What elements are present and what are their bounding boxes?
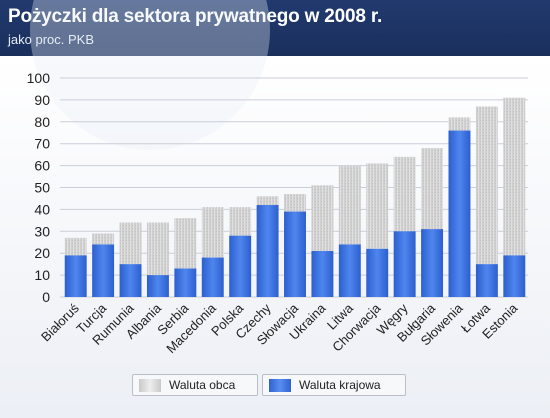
bar-foreign	[284, 194, 306, 212]
bar-foreign	[503, 97, 526, 256]
bar-foreign	[174, 218, 197, 269]
bar-local	[201, 257, 224, 297]
bar-foreign	[475, 106, 498, 265]
bar-local	[284, 211, 306, 297]
y-tick-label: 10	[34, 267, 50, 283]
y-tick-label: 80	[34, 114, 50, 130]
bar-foreign	[64, 237, 87, 256]
chart-subtitle: jako proc. PKB	[8, 32, 94, 47]
y-tick-label: 90	[34, 92, 50, 108]
bar-local	[503, 255, 526, 297]
bar-foreign	[92, 233, 115, 245]
bar-local	[174, 268, 197, 297]
bar-foreign	[201, 207, 224, 258]
y-tick-label: 50	[34, 180, 50, 196]
legend-swatch-foreign	[139, 378, 161, 392]
bar-local	[475, 264, 498, 297]
legend-label-foreign: Waluta obca	[169, 378, 236, 392]
legend-swatch-local	[269, 378, 291, 392]
bar-foreign	[421, 148, 444, 230]
bar-local	[366, 248, 389, 297]
y-tick-label: 100	[27, 70, 51, 86]
bar-foreign	[146, 222, 169, 276]
y-tick-label: 30	[34, 223, 50, 239]
chart-title: Pożyczki dla sektora prywatnego w 2008 r…	[8, 6, 383, 27]
y-tick-label: 40	[34, 201, 50, 217]
y-tick-label: 70	[34, 136, 50, 152]
chart-header: Pożyczki dla sektora prywatnego w 2008 r…	[0, 0, 550, 56]
bar-foreign	[366, 163, 389, 249]
bar-local	[229, 235, 252, 297]
bar-foreign	[338, 165, 361, 245]
bar-local	[146, 275, 169, 297]
bar-local	[119, 264, 142, 297]
y-tick-label: 20	[34, 245, 50, 261]
bar-foreign	[311, 185, 334, 252]
y-tick-label: 60	[34, 158, 50, 174]
bar-local	[64, 255, 87, 297]
watermark-circle	[30, 0, 270, 150]
bar-local	[393, 231, 416, 297]
bar-foreign	[119, 222, 142, 265]
y-tick-label: 0	[42, 289, 50, 305]
bar-foreign	[256, 196, 279, 206]
legend-item-local: Waluta krajowa	[262, 374, 406, 396]
legend-label-local: Waluta krajowa	[299, 378, 381, 392]
bar-foreign	[393, 156, 416, 232]
bar-local	[448, 130, 471, 297]
bar-local	[311, 251, 334, 297]
bar-local	[338, 244, 361, 297]
bar-foreign	[229, 207, 252, 236]
bar-local	[92, 244, 115, 297]
bar-local	[421, 229, 444, 297]
legend-item-foreign: Waluta obca	[132, 374, 258, 396]
bar-local	[256, 205, 279, 297]
bar-foreign	[448, 117, 471, 131]
